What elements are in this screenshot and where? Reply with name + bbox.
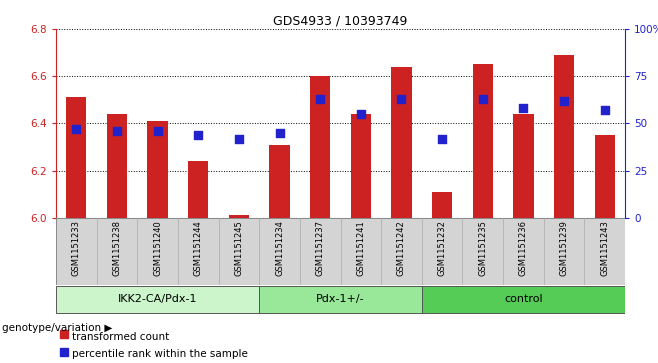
Bar xyxy=(269,145,290,218)
Text: GSM1151237: GSM1151237 xyxy=(316,220,324,276)
Text: GSM1151243: GSM1151243 xyxy=(600,220,609,276)
Bar xyxy=(595,135,615,218)
Text: GSM1151233: GSM1151233 xyxy=(72,220,81,276)
Text: GSM1151240: GSM1151240 xyxy=(153,220,162,276)
Text: GSM1151239: GSM1151239 xyxy=(559,220,569,276)
Bar xyxy=(554,55,574,218)
Bar xyxy=(432,192,452,218)
Point xyxy=(559,98,569,104)
FancyBboxPatch shape xyxy=(259,286,422,313)
Text: GSM1151238: GSM1151238 xyxy=(113,220,122,276)
Point xyxy=(152,128,163,134)
Bar xyxy=(229,216,249,218)
Text: Pdx-1+/-: Pdx-1+/- xyxy=(316,294,365,305)
Text: GSM1151232: GSM1151232 xyxy=(438,220,447,276)
Point xyxy=(437,136,447,142)
Text: GSM1151242: GSM1151242 xyxy=(397,220,406,276)
Text: GSM1151241: GSM1151241 xyxy=(357,220,365,276)
Point xyxy=(193,132,203,138)
Bar xyxy=(107,114,127,218)
Point xyxy=(112,128,122,134)
Text: GSM1151245: GSM1151245 xyxy=(234,220,243,276)
Text: control: control xyxy=(504,294,543,305)
Point xyxy=(599,107,610,113)
Point xyxy=(396,96,407,102)
FancyBboxPatch shape xyxy=(56,286,259,313)
Title: GDS4933 / 10393749: GDS4933 / 10393749 xyxy=(273,15,408,28)
Bar xyxy=(472,64,493,218)
Point xyxy=(355,111,366,117)
FancyBboxPatch shape xyxy=(56,218,625,285)
Text: genotype/variation ▶: genotype/variation ▶ xyxy=(2,323,113,333)
Bar xyxy=(392,67,412,218)
Point xyxy=(519,105,529,111)
Bar xyxy=(147,121,168,218)
Text: GSM1151236: GSM1151236 xyxy=(519,220,528,276)
Text: GSM1151235: GSM1151235 xyxy=(478,220,488,276)
Point xyxy=(71,126,82,132)
Bar xyxy=(310,76,330,218)
FancyBboxPatch shape xyxy=(422,286,625,313)
Bar xyxy=(60,348,68,356)
Point xyxy=(274,130,285,136)
Bar xyxy=(60,330,68,338)
Bar xyxy=(188,161,209,218)
Bar xyxy=(351,114,371,218)
Text: IKK2-CA/Pdx-1: IKK2-CA/Pdx-1 xyxy=(118,294,197,305)
Text: transformed count: transformed count xyxy=(72,331,169,342)
Point xyxy=(478,96,488,102)
Text: percentile rank within the sample: percentile rank within the sample xyxy=(72,349,248,359)
Point xyxy=(315,96,326,102)
Text: GSM1151244: GSM1151244 xyxy=(193,220,203,276)
Bar xyxy=(66,97,86,218)
Bar xyxy=(513,114,534,218)
Point xyxy=(234,136,244,142)
Text: GSM1151234: GSM1151234 xyxy=(275,220,284,276)
